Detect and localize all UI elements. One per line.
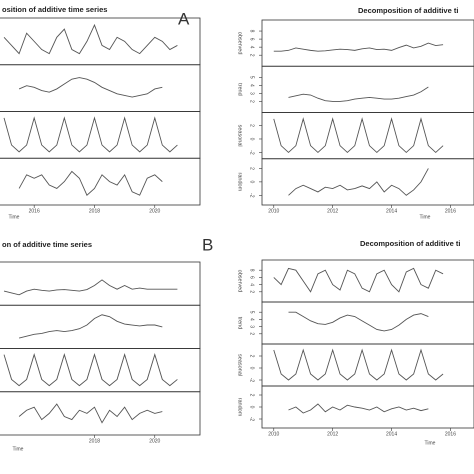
y-tick-label: 2 <box>249 290 255 293</box>
y-tick-label: -2 <box>249 378 255 383</box>
x-tick-label: 2020 <box>149 208 160 214</box>
panel-label: random <box>237 173 243 192</box>
y-tick-label: 0 <box>249 180 255 183</box>
y-tick-label: 4 <box>249 318 255 321</box>
series-line <box>3 353 178 387</box>
y-tick-label: 0 <box>249 406 255 409</box>
y-tick-label: 6 <box>249 38 255 41</box>
panel-label: observed <box>237 32 243 55</box>
y-tick-label: 2 <box>249 394 255 397</box>
y-tick-label: 2 <box>249 54 255 57</box>
x-tick-label: 2012 <box>327 431 338 437</box>
x-tick-label: 2020 <box>149 438 160 444</box>
x-tick-label: 2016 <box>445 208 456 214</box>
y-tick-label: 0 <box>249 138 255 141</box>
y-tick-label: 4 <box>249 84 255 87</box>
chart-title: osition of additive time series <box>2 5 107 14</box>
x-tick-label: 2010 <box>268 208 279 214</box>
y-tick-label: 6 <box>249 276 255 279</box>
chart-title: Decomposition of additive ti <box>360 239 460 248</box>
series-line <box>273 267 444 293</box>
series-line <box>18 403 163 424</box>
x-tick-label: 2014 <box>386 208 397 214</box>
y-tick-label: 2 <box>249 332 255 335</box>
series-line <box>3 279 178 296</box>
y-tick-label: 2 <box>249 355 255 358</box>
x-tick-label: 2014 <box>386 431 397 437</box>
panel-letter: A <box>178 9 190 28</box>
y-tick-label: 3 <box>249 325 255 328</box>
series-line <box>288 86 429 102</box>
chart-title: Decomposition of additive ti <box>358 6 458 15</box>
series-line <box>273 348 444 381</box>
series-line <box>18 170 163 196</box>
x-tick-label: 2016 <box>29 208 40 214</box>
series-line <box>18 77 163 98</box>
y-tick-label: 4 <box>249 46 255 49</box>
x-tick-label: 2016 <box>445 431 456 437</box>
y-tick-label: 4 <box>249 283 255 286</box>
series-line <box>288 311 429 332</box>
series-line <box>3 116 178 153</box>
x-tick-label: 2018 <box>89 438 100 444</box>
x-axis-label: Time <box>425 440 436 446</box>
series-line <box>273 42 444 52</box>
y-tick-label: -2 <box>249 193 255 198</box>
x-axis-label: Time <box>9 214 20 220</box>
panel-label: trend <box>237 317 243 330</box>
panel-label: seasonal <box>237 125 243 147</box>
x-axis-label: Time <box>13 446 24 452</box>
panel-frame <box>0 391 201 436</box>
panel-label: observed <box>237 270 243 293</box>
panel-letter: B <box>202 235 213 254</box>
x-tick-label: 2018 <box>89 208 100 214</box>
y-tick-label: -2 <box>249 150 255 155</box>
chart-title: on of additive time series <box>2 240 92 249</box>
y-tick-label: 8 <box>249 30 255 33</box>
panel-frame <box>0 157 201 206</box>
x-tick-label: 2010 <box>268 431 279 437</box>
panel-label: trend <box>237 83 243 96</box>
panel-label: seasonal <box>237 354 243 376</box>
x-axis-label: Time <box>420 214 431 220</box>
y-tick-label: 2 <box>249 100 255 103</box>
y-tick-label: 0 <box>249 367 255 370</box>
y-tick-label: 5 <box>249 311 255 314</box>
y-tick-label: 2 <box>249 124 255 127</box>
y-tick-label: -2 <box>249 417 255 422</box>
y-tick-label: 3 <box>249 92 255 95</box>
x-tick-label: 2012 <box>327 208 338 214</box>
y-tick-label: 2 <box>249 167 255 170</box>
y-tick-label: 8 <box>249 269 255 272</box>
y-tick-label: 5 <box>249 76 255 79</box>
panel-label: random <box>237 398 243 417</box>
series-line <box>273 117 444 154</box>
series-line <box>288 168 429 196</box>
series-line <box>288 403 429 414</box>
series-line <box>3 23 178 55</box>
series-line <box>18 314 163 339</box>
